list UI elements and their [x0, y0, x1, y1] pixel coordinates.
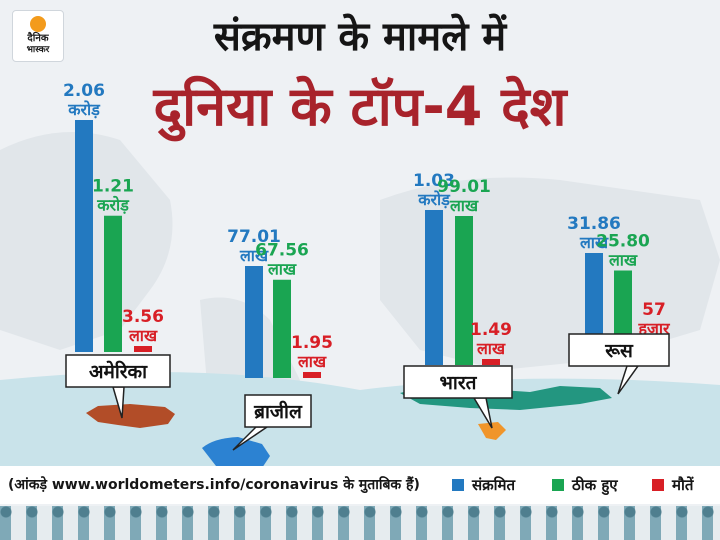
india-map [478, 422, 506, 440]
brand-logo: दैनिक भास्कर [12, 10, 64, 62]
data-label-russia-deaths-value: 57 [642, 300, 666, 320]
legend-recovered: ठीक हुए [552, 474, 618, 496]
bar-brazil-infected [245, 266, 263, 378]
legend-label-infected: संक्रमित [472, 476, 516, 494]
country-box-brazil [244, 394, 312, 428]
bar-russia-infected [585, 253, 603, 345]
legend-label-deaths: मौतें [672, 476, 694, 494]
bar-india-infected [425, 210, 443, 365]
brand-line2: भास्कर [26, 45, 50, 55]
legend-deaths: मौतें [652, 474, 693, 496]
data-label-india-recovered-unit: लाख [449, 196, 479, 215]
data-label-usa-infected-value: 2.06 [63, 81, 105, 101]
data-label-usa-recovered-value: 1.21 [92, 177, 134, 197]
bar-brazil-recovered [273, 279, 291, 378]
data-label-india-infected-value: 1.03 [413, 171, 455, 191]
legend-swatch-deaths [652, 479, 664, 491]
data-label-russia-recovered-unit: लाख [608, 250, 638, 269]
data-label-russia-recovered-value: 25.80 [596, 231, 650, 251]
chart-subtitle: संक्रमण के मामले में [213, 14, 507, 60]
bar-russia-recovered [614, 270, 632, 345]
bar-brazil-deaths [303, 372, 321, 378]
sun-icon [30, 16, 46, 32]
footer-bar [0, 466, 720, 504]
chart-title: दुनिया के टॉप-4 देश [153, 75, 567, 138]
legend-label-recovered: ठीक हुए [572, 476, 618, 494]
data-label-usa-infected-unit: करोड़ [67, 100, 101, 119]
category-label-india: भारत [440, 372, 478, 394]
data-label-india-deaths-unit: लाख [476, 339, 506, 358]
bar-india-deaths [482, 359, 500, 365]
brand-line1: दैनिक [27, 33, 49, 44]
category-label-brazil: ब्राजील [253, 400, 303, 423]
data-label-brazil-infected-unit: लाख [239, 246, 269, 265]
country-box-russia [568, 333, 670, 367]
category-label-usa: अमेरिका [89, 360, 148, 383]
legend-swatch-recovered [552, 479, 564, 491]
country-box-usa [65, 354, 171, 388]
data-label-usa-recovered-unit: करोड़ [96, 196, 130, 215]
data-label-usa-deaths-value: 3.56 [122, 307, 164, 327]
data-label-india-recovered-value: 99.01 [437, 177, 491, 197]
legend-infected: संक्रमित [452, 474, 515, 496]
data-label-russia-infected-value: 31.86 [567, 214, 621, 234]
legend-swatch-infected [452, 479, 464, 491]
data-label-brazil-deaths-value: 1.95 [291, 333, 333, 353]
data-label-india-deaths-value: 1.49 [470, 320, 512, 340]
data-label-india-infected-unit: करोड़ [417, 190, 451, 209]
data-label-usa-deaths-unit: लाख [128, 326, 158, 345]
data-label-brazil-recovered-unit: लाख [267, 260, 297, 279]
bar-usa-deaths [134, 346, 152, 352]
category-label-russia: रूस [604, 340, 634, 362]
data-label-brazil-recovered-value: 67.56 [255, 241, 309, 261]
country-box-india [403, 365, 513, 399]
data-label-brazil-infected-value: 77.01 [227, 227, 281, 247]
brazil-map [202, 437, 270, 474]
source-note: (आंकड़े www.worldometers.info/coronaviru… [8, 477, 420, 493]
bar-usa-recovered [104, 215, 122, 352]
bar-india-recovered [455, 216, 473, 365]
crowd-heads [0, 506, 720, 518]
usa-map [86, 404, 175, 428]
bar-usa-infected [75, 120, 93, 352]
data-label-russia-infected-unit: लाख [579, 233, 609, 252]
data-label-brazil-deaths-unit: लाख [297, 352, 327, 371]
